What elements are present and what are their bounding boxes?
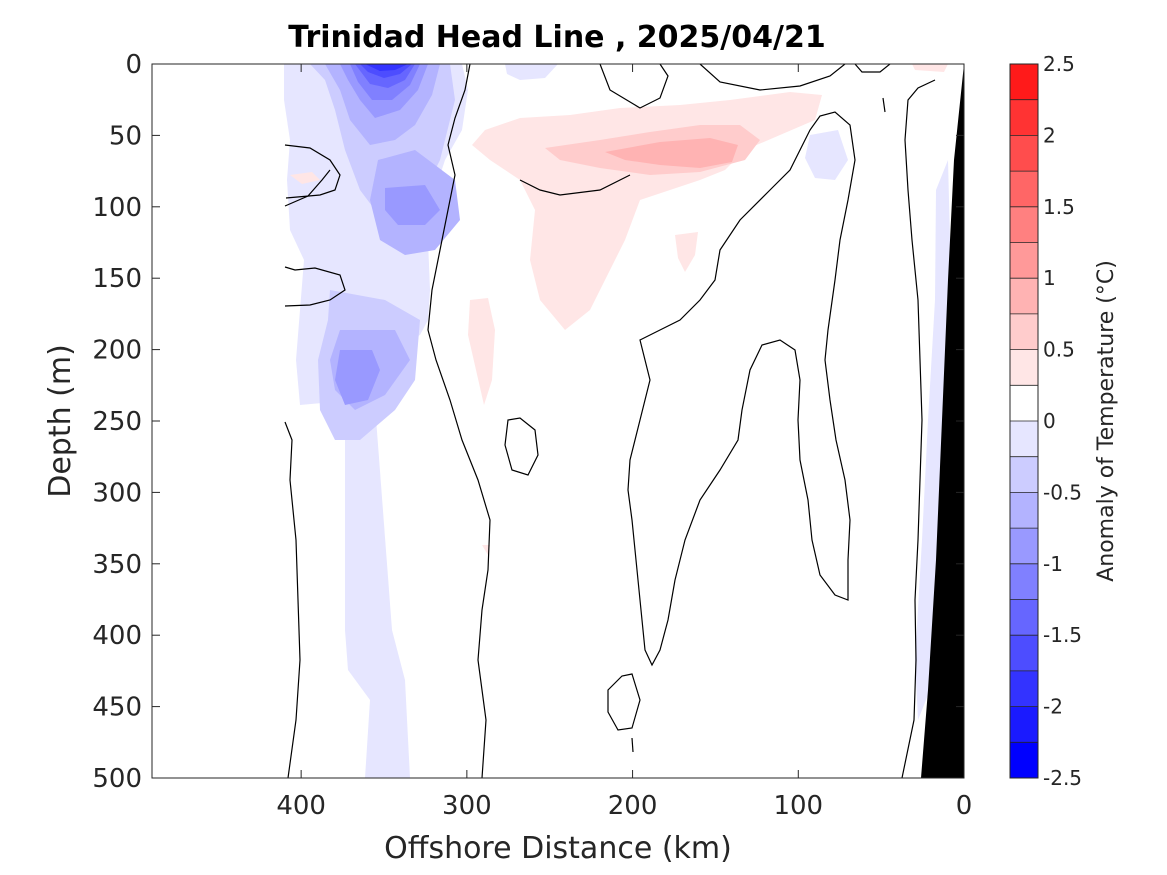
colorbar-tick-label: 2 <box>1043 123 1056 147</box>
colorbar-tick-label: 0 <box>1043 409 1056 433</box>
anomaly-region-neg-0.25-lower <box>345 405 410 778</box>
colorbar-segment <box>1010 563 1038 600</box>
contour-line <box>854 64 891 73</box>
colorbar-tick-label: 2.5 <box>1043 52 1075 76</box>
chart-title: Trinidad Head Line , 2025/04/21 <box>288 20 825 55</box>
contour-line <box>504 417 539 476</box>
plot-area <box>152 64 964 778</box>
colorbar-segment <box>1010 385 1038 421</box>
colorbar-tick-label: 1 <box>1043 266 1056 290</box>
colorbar-segment <box>1010 492 1038 529</box>
colorbar-segment <box>1010 421 1038 457</box>
zero-contours <box>284 64 936 778</box>
colorbar-segment <box>1010 599 1038 636</box>
contour-line <box>284 144 341 199</box>
x-tick-label: 300 <box>442 791 492 821</box>
y-tick-label: 50 <box>109 121 142 151</box>
colorbar-tick-label: -2.5 <box>1043 766 1082 790</box>
contour-line <box>631 737 634 753</box>
colorbar-tick-label: -2 <box>1043 695 1063 719</box>
x-tick-label: 400 <box>276 791 326 821</box>
contour-line <box>284 266 346 307</box>
anomaly-region-pos-0.75 <box>605 138 738 168</box>
colorbar-tick-label: 0.5 <box>1043 338 1075 362</box>
contour-line <box>519 174 631 196</box>
x-tick-label: 100 <box>773 791 823 821</box>
colorbar-segment <box>1010 456 1038 493</box>
positive-anomaly-fields <box>290 64 948 555</box>
contour-line <box>699 64 846 91</box>
colorbar-segment <box>1010 242 1038 279</box>
colorbar-segment <box>1010 135 1038 172</box>
y-tick-label: 0 <box>125 50 142 80</box>
colorbar-tick-label: -0.5 <box>1043 480 1082 504</box>
colorbar-tick-label: 1.5 <box>1043 195 1075 219</box>
colorbar-tick-label: -1 <box>1043 552 1063 576</box>
anomaly-region-neg-0.25-inshore <box>805 130 848 180</box>
colorbar-segment <box>1010 349 1038 386</box>
x-tick-label: 200 <box>608 791 658 821</box>
anomaly-region-pos-0.25-dot <box>482 545 490 555</box>
anomaly-region-pos-0.25-offshore <box>290 172 320 184</box>
colorbar-segment <box>1010 635 1038 671</box>
contour-line <box>284 169 331 207</box>
y-tick-label: 450 <box>92 693 142 723</box>
y-axis-label: Depth (m) <box>43 344 78 498</box>
colorbar-segment <box>1010 670 1038 707</box>
colorbar-segment <box>1010 706 1038 743</box>
y-tick-label: 200 <box>92 336 142 366</box>
y-tick-label: 400 <box>92 621 142 651</box>
contour-line <box>284 421 301 778</box>
colorbar: 2.5 2 1.5 1 0.5 0 -0.5 -1 -1.5 -2 -2.5 <box>1009 52 1082 790</box>
contour-line <box>607 673 641 731</box>
colorbar-label: Anomaly of Temperature (°C) <box>1094 260 1119 582</box>
x-tick-label: 0 <box>956 791 973 821</box>
anomaly-region-neg-2 <box>365 64 408 71</box>
anomaly-region-neg-1-lower <box>335 350 380 405</box>
y-tick-label: 150 <box>92 264 142 294</box>
y-tick-label: 250 <box>92 407 142 437</box>
colorbar-segment <box>1010 206 1038 243</box>
contour-line <box>427 64 491 778</box>
colorbar-segment <box>1010 64 1038 100</box>
colorbar-segment <box>1010 99 1038 136</box>
y-tick-label: 100 <box>92 193 142 223</box>
anomaly-region-pos-0.25-spot <box>675 232 698 272</box>
contour-line <box>599 64 669 109</box>
anomaly-region-neg-0.25-nearshore <box>915 160 952 720</box>
anomaly-region-pos-0.25-surface <box>912 64 948 72</box>
y-tick-label: 300 <box>92 478 142 508</box>
anomaly-region-neg-1-middle <box>385 185 440 225</box>
anomaly-region-neg-0.25-surface <box>505 64 558 80</box>
colorbar-segment <box>1010 278 1038 314</box>
colorbar-segment <box>1010 528 1038 564</box>
y-axis: 0 50 100 150 200 250 300 350 400 450 500 <box>92 50 964 794</box>
y-tick-label: 500 <box>92 764 142 794</box>
colorbar-frame <box>1009 63 1039 779</box>
colorbar-segment <box>1010 171 1038 207</box>
colorbar-segment <box>1010 313 1038 350</box>
x-axis: 400 300 200 100 0 <box>276 64 972 821</box>
x-axis-label: Offshore Distance (km) <box>384 831 732 866</box>
bathymetry-mask <box>921 64 964 778</box>
colorbar-segment <box>1010 742 1038 778</box>
contour-line <box>882 97 886 113</box>
y-tick-label: 350 <box>92 550 142 580</box>
negative-anomaly-fields <box>284 64 952 778</box>
colorbar-tick-label: -1.5 <box>1043 623 1082 647</box>
contour-line <box>627 111 856 667</box>
contour-line <box>901 79 936 778</box>
anomaly-region-pos-0.25-column <box>468 298 495 405</box>
